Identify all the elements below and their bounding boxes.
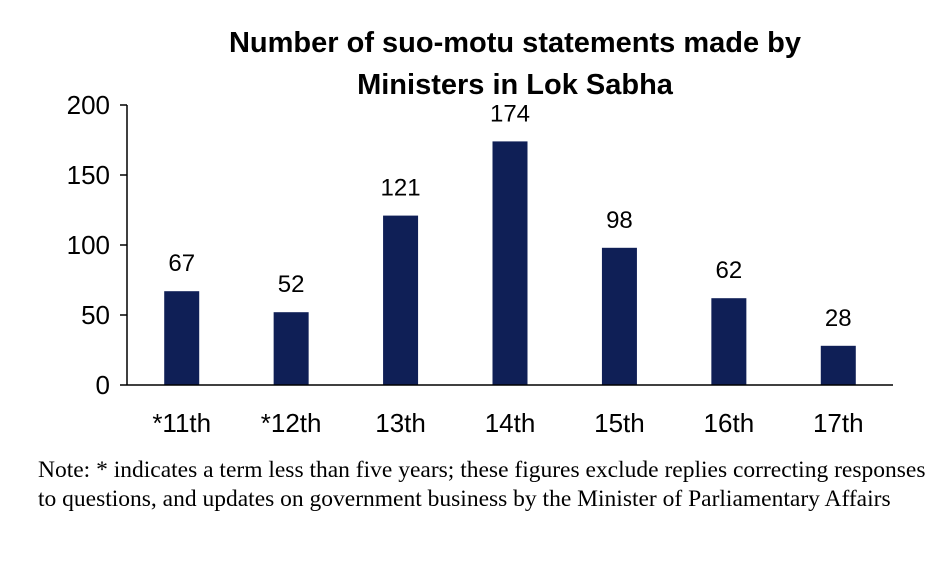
data-labels: 67 52 121 174 98 62 28: [168, 100, 851, 331]
x-tick-label: 13th: [375, 408, 426, 438]
bar: [492, 141, 528, 385]
bar-chart: Number of suo-motu statements made by Mi…: [67, 27, 893, 438]
y-tick-label: 200: [67, 90, 110, 120]
x-tick-label: 15th: [594, 408, 645, 438]
y-tick-label: 0: [96, 370, 110, 400]
data-label: 121: [381, 175, 421, 202]
bar: [164, 291, 200, 385]
bar: [383, 215, 419, 385]
footnote: Note: * indicates a term less than five …: [38, 457, 926, 512]
y-tick-label: 50: [81, 300, 110, 330]
bars: [164, 141, 856, 385]
chart-title-line-2: Ministers in Lok Sabha: [357, 69, 674, 101]
data-label: 174: [490, 100, 530, 127]
y-axis: 0 50 100 150 200: [67, 90, 128, 400]
y-tick-label: 150: [67, 160, 110, 190]
bar: [601, 247, 637, 385]
x-tick-label: 17th: [813, 408, 864, 438]
x-tick-label: *11th: [152, 408, 211, 438]
x-tick-label: 14th: [485, 408, 536, 438]
data-label: 52: [278, 271, 305, 298]
bar: [273, 312, 309, 385]
x-tick-label: 16th: [704, 408, 755, 438]
bar: [820, 345, 856, 385]
data-label: 62: [716, 257, 743, 284]
data-label: 28: [825, 305, 852, 332]
data-label: 67: [168, 250, 195, 277]
bar: [711, 298, 747, 385]
data-label: 98: [606, 207, 633, 234]
y-tick-label: 100: [67, 230, 110, 260]
chart-title-line-1: Number of suo-motu statements made by: [229, 27, 801, 59]
x-axis: *11th *12th 13th 14th 15th 16th 17th: [127, 384, 893, 438]
x-tick-label: *12th: [261, 408, 322, 438]
